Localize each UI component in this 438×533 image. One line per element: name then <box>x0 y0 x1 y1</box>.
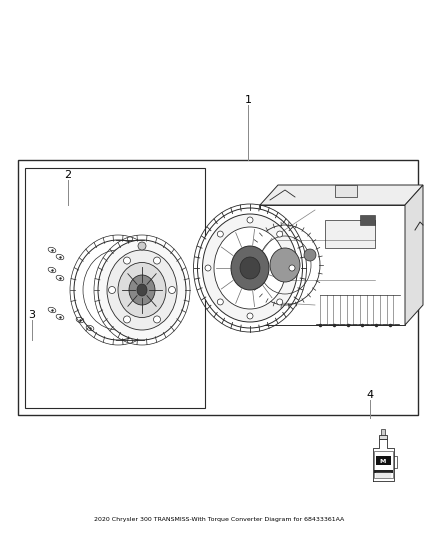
Bar <box>374 470 392 473</box>
Ellipse shape <box>240 257 260 279</box>
Bar <box>360 215 375 225</box>
Text: 2: 2 <box>64 170 71 180</box>
Bar <box>25 168 205 408</box>
Bar <box>375 456 391 465</box>
Ellipse shape <box>231 246 269 290</box>
Ellipse shape <box>74 240 162 340</box>
Circle shape <box>217 299 223 305</box>
Bar <box>374 451 392 478</box>
Circle shape <box>205 265 211 271</box>
Ellipse shape <box>214 227 286 309</box>
Circle shape <box>304 249 316 261</box>
Circle shape <box>277 299 283 305</box>
Polygon shape <box>260 185 423 205</box>
Circle shape <box>124 257 131 264</box>
Bar <box>18 160 418 415</box>
Circle shape <box>124 316 131 323</box>
Ellipse shape <box>107 250 177 330</box>
Circle shape <box>109 287 116 294</box>
Text: 1: 1 <box>244 95 251 105</box>
Bar <box>260 205 405 325</box>
Ellipse shape <box>198 208 303 328</box>
Circle shape <box>153 316 160 323</box>
Bar <box>381 429 385 435</box>
Ellipse shape <box>118 262 166 318</box>
Circle shape <box>247 217 253 223</box>
Text: 2020 Chrysler 300 TRANSMISS-With Torque Converter Diagram for 68433361AA: 2020 Chrysler 300 TRANSMISS-With Torque … <box>94 517 344 522</box>
Circle shape <box>277 231 283 237</box>
Bar <box>379 435 387 439</box>
Circle shape <box>138 242 146 250</box>
Ellipse shape <box>270 248 300 282</box>
Circle shape <box>169 287 176 294</box>
Ellipse shape <box>129 275 155 305</box>
Polygon shape <box>405 185 423 325</box>
Bar <box>335 185 357 197</box>
Polygon shape <box>372 439 393 481</box>
Text: 4: 4 <box>367 390 374 400</box>
Circle shape <box>289 265 295 271</box>
Circle shape <box>153 257 160 264</box>
Circle shape <box>247 313 253 319</box>
Ellipse shape <box>202 214 297 322</box>
Circle shape <box>217 231 223 237</box>
Ellipse shape <box>137 284 147 296</box>
Text: 3: 3 <box>28 310 35 320</box>
Text: M: M <box>380 458 386 464</box>
Ellipse shape <box>98 240 186 340</box>
Bar <box>325 220 375 248</box>
